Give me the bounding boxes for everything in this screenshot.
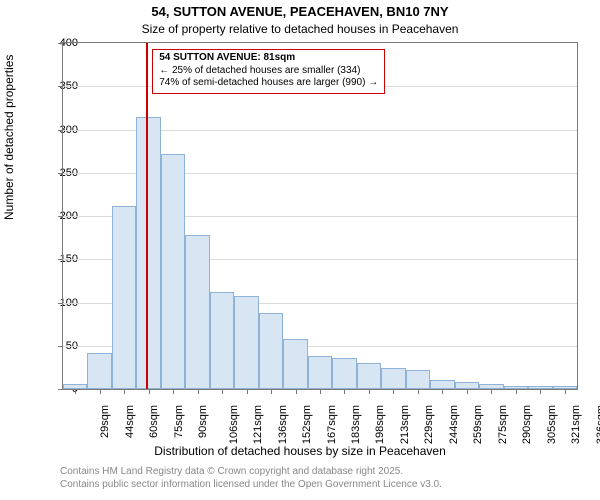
chart-title-sub: Size of property relative to detached ho… [0, 22, 600, 36]
histogram-bar [259, 313, 283, 389]
x-tick-label: 305sqm [546, 405, 558, 444]
histogram-bar [185, 235, 209, 389]
x-tick-mark [271, 390, 272, 394]
x-tick-label: 198sqm [375, 405, 387, 444]
x-tick-mark [222, 390, 223, 394]
x-tick-label: 183sqm [350, 405, 362, 444]
x-tick-label: 259sqm [473, 405, 485, 444]
histogram-bar [234, 296, 258, 389]
histogram-bar [332, 358, 356, 389]
histogram-bar [479, 384, 503, 389]
x-tick-mark [149, 390, 150, 394]
x-tick-mark [75, 390, 76, 394]
x-tick-mark [565, 390, 566, 394]
x-tick-mark [540, 390, 541, 394]
x-tick-label: 167sqm [326, 405, 338, 444]
x-tick-label: 44sqm [124, 405, 136, 438]
x-tick-mark [418, 390, 419, 394]
histogram-bar [406, 370, 430, 389]
histogram-bar [112, 206, 136, 389]
histogram-bar [136, 117, 160, 389]
x-tick-label: 29sqm [99, 405, 111, 438]
chart-container: 54, SUTTON AVENUE, PEACEHAVEN, BN10 7NY … [0, 0, 600, 500]
histogram-bar [381, 368, 405, 389]
histogram-bar [528, 386, 552, 389]
histogram-bar [283, 339, 307, 389]
x-tick-mark [516, 390, 517, 394]
x-tick-mark [296, 390, 297, 394]
x-tick-mark [320, 390, 321, 394]
x-tick-mark [100, 390, 101, 394]
histogram-bar [308, 356, 332, 389]
x-tick-mark [173, 390, 174, 394]
histogram-bar [504, 386, 528, 389]
y-axis-label: Number of detached properties [2, 55, 16, 220]
x-tick-mark [344, 390, 345, 394]
x-tick-label: 136sqm [277, 405, 289, 444]
x-tick-mark [198, 390, 199, 394]
chart-title-main: 54, SUTTON AVENUE, PEACEHAVEN, BN10 7NY [0, 4, 600, 19]
footer-line-1: Contains HM Land Registry data © Crown c… [60, 466, 442, 479]
x-tick-label: 229sqm [424, 405, 436, 444]
x-axis-label: Distribution of detached houses by size … [0, 444, 600, 458]
histogram-bar [553, 386, 577, 389]
x-tick-label: 213sqm [399, 405, 411, 444]
x-tick-mark [369, 390, 370, 394]
histogram-bar [63, 384, 87, 389]
x-tick-mark [491, 390, 492, 394]
plot-area: 54 SUTTON AVENUE: 81sqm← 25% of detached… [62, 42, 578, 390]
x-tick-label: 121sqm [252, 405, 264, 444]
x-tick-label: 244sqm [448, 405, 460, 444]
x-tick-mark [393, 390, 394, 394]
x-tick-label: 90sqm [197, 405, 209, 438]
x-tick-label: 106sqm [228, 405, 240, 444]
x-tick-label: 60sqm [148, 405, 160, 438]
histogram-bar [87, 353, 111, 389]
x-tick-mark [247, 390, 248, 394]
histogram-bar [430, 380, 454, 389]
x-tick-label: 152sqm [301, 405, 313, 444]
annotation-line-1: 54 SUTTON AVENUE: 81sqm [159, 52, 378, 65]
x-tick-label: 321sqm [570, 405, 582, 444]
x-tick-mark [442, 390, 443, 394]
x-tick-label: 275sqm [497, 405, 509, 444]
histogram-bar [210, 292, 234, 389]
x-tick-label: 75sqm [173, 405, 185, 438]
x-tick-label: 290sqm [521, 405, 533, 444]
footer-line-2: Contains public sector information licen… [60, 479, 442, 492]
annotation-line-2: ← 25% of detached houses are smaller (33… [159, 65, 378, 78]
histogram-bar [357, 363, 381, 389]
histogram-bar [455, 382, 479, 389]
annotation-line-3: 74% of semi-detached houses are larger (… [159, 77, 378, 90]
histogram-bar [161, 154, 185, 389]
annotation-box: 54 SUTTON AVENUE: 81sqm← 25% of detached… [152, 49, 385, 94]
footer-attribution: Contains HM Land Registry data © Crown c… [60, 466, 442, 491]
x-tick-label: 336sqm [595, 405, 600, 444]
x-tick-mark [124, 390, 125, 394]
x-tick-mark [467, 390, 468, 394]
marker-line [146, 43, 148, 389]
